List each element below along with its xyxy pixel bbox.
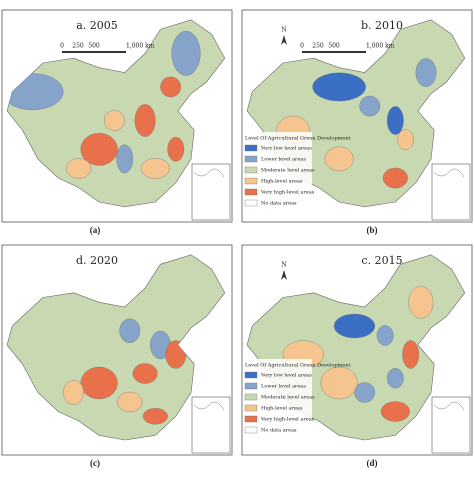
inset-frame bbox=[191, 163, 231, 221]
province bbox=[415, 58, 437, 87]
panel-label: (a) bbox=[90, 225, 101, 235]
legend-swatch bbox=[244, 371, 258, 379]
panel-title: a. 2005 bbox=[76, 19, 118, 32]
panel-title: d. 2020 bbox=[76, 254, 118, 267]
map-panel: b. 2010 N 0 250 500 1,000 km Level Of Agricult… bbox=[241, 9, 473, 223]
legend-swatch bbox=[244, 393, 258, 401]
inset-coast bbox=[193, 168, 225, 178]
province bbox=[382, 167, 408, 189]
scale-label: 250 bbox=[312, 43, 324, 50]
province bbox=[386, 368, 404, 389]
panel-title: c. 2015 bbox=[361, 254, 402, 267]
legend-item: Lower level areas bbox=[261, 157, 306, 163]
legend-item: Very low level areas bbox=[260, 146, 312, 152]
legend-item: Moderate level areas bbox=[261, 168, 315, 174]
map-panel: c. 2015 N Level Of Agricultural Green Deve… bbox=[241, 244, 473, 456]
province bbox=[134, 104, 156, 137]
scale-label: 500 bbox=[88, 43, 100, 50]
province bbox=[386, 106, 404, 135]
panel-label: (d) bbox=[367, 458, 378, 468]
scale-label: 500 bbox=[328, 43, 340, 50]
legend-swatch bbox=[244, 155, 258, 163]
province bbox=[324, 146, 354, 172]
north-arrow bbox=[281, 35, 287, 45]
province bbox=[402, 340, 420, 369]
province bbox=[354, 382, 376, 403]
scale-label: 1,000 km bbox=[126, 43, 155, 50]
province bbox=[380, 401, 410, 422]
province bbox=[132, 363, 158, 384]
scale-label: 250 bbox=[72, 43, 84, 50]
province bbox=[320, 366, 358, 400]
province bbox=[333, 313, 376, 339]
province bbox=[408, 286, 434, 319]
legend-swatch bbox=[244, 199, 258, 207]
province bbox=[140, 158, 170, 179]
inset-frame bbox=[431, 163, 471, 221]
legend-item: No data areas bbox=[261, 201, 297, 207]
legend-swatch bbox=[244, 166, 258, 174]
province bbox=[63, 380, 84, 405]
province bbox=[376, 325, 394, 346]
province bbox=[397, 129, 414, 150]
province bbox=[117, 391, 143, 413]
regions bbox=[282, 286, 434, 422]
inset-coast bbox=[433, 168, 465, 178]
inset-frame bbox=[191, 396, 231, 454]
province bbox=[359, 95, 381, 117]
legend-item: Very high-level areas bbox=[260, 190, 315, 196]
scale-label: 0 bbox=[300, 43, 304, 50]
legend-swatch bbox=[244, 177, 258, 185]
legend-swatch bbox=[244, 382, 258, 390]
regions bbox=[7, 30, 201, 179]
province bbox=[171, 30, 201, 76]
map-panel: a. 2005 0 250 500 1,000 km bbox=[1, 9, 233, 223]
panel-label: (c) bbox=[90, 458, 100, 468]
province bbox=[116, 144, 134, 174]
legend-item: High-level areas bbox=[261, 179, 303, 185]
panel-label: (b) bbox=[367, 225, 378, 235]
scale-label: 0 bbox=[60, 43, 64, 50]
scale-bar bbox=[302, 51, 366, 53]
legend-title: Level Of Agricultural Green Development bbox=[245, 363, 351, 369]
province bbox=[80, 366, 118, 400]
inset-coast bbox=[433, 401, 465, 411]
map-panel: d. 2020 bbox=[1, 244, 233, 456]
province bbox=[66, 158, 92, 179]
north-label: N bbox=[281, 262, 286, 269]
legend-title: Level Of Agricultural Green Development bbox=[245, 136, 351, 142]
province bbox=[160, 76, 182, 98]
legend-item: Very low level areas bbox=[260, 373, 312, 379]
legend-swatch bbox=[244, 144, 258, 152]
legend-item: High-level areas bbox=[261, 406, 303, 412]
north-label: N bbox=[281, 27, 286, 34]
inset-coast bbox=[193, 401, 225, 411]
province bbox=[104, 110, 125, 131]
inset-frame bbox=[431, 396, 471, 454]
legend-item: Moderate level areas bbox=[261, 395, 315, 401]
north-arrow bbox=[281, 270, 287, 280]
legend-item: Very high-level areas bbox=[260, 417, 315, 423]
province bbox=[167, 136, 185, 162]
legend-swatch bbox=[244, 188, 258, 196]
legend-swatch bbox=[244, 415, 258, 423]
panel-title: b. 2010 bbox=[361, 19, 403, 32]
province bbox=[142, 408, 168, 425]
province bbox=[119, 318, 141, 343]
legend-item: Lower level areas bbox=[261, 384, 306, 390]
province bbox=[312, 72, 366, 102]
legend-item: No data areas bbox=[261, 428, 297, 434]
legend-swatch bbox=[244, 426, 258, 434]
scale-bar bbox=[62, 51, 126, 53]
scale-label: 1,000 km bbox=[366, 43, 395, 50]
legend-swatch bbox=[244, 404, 258, 412]
province bbox=[80, 132, 118, 166]
